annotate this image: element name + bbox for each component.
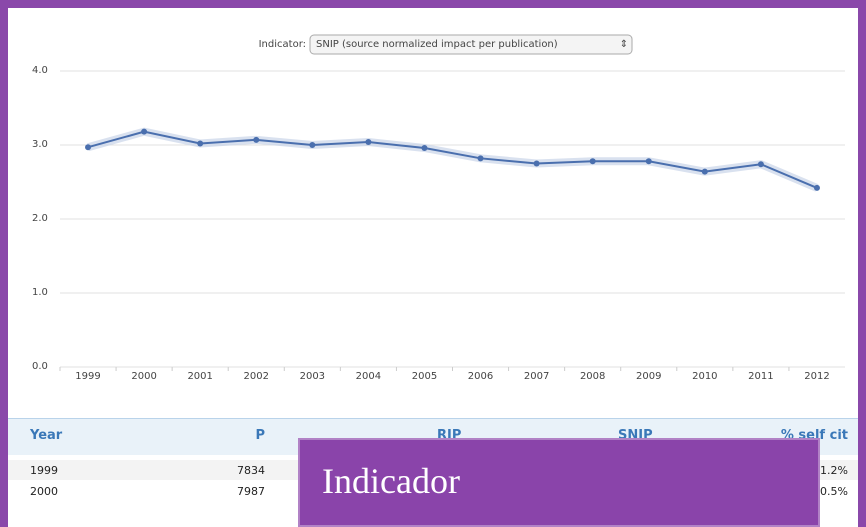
line-band: [86, 127, 819, 192]
x-tick-label: 2010: [692, 371, 717, 382]
line: [87, 130, 818, 189]
x-tick-label: 2008: [580, 371, 605, 382]
x-tick-label: 2005: [412, 371, 437, 382]
point: [757, 161, 764, 168]
y-tick-label: 4.0: [32, 65, 48, 76]
cell: 7834: [237, 464, 265, 477]
cell: 1999: [30, 464, 58, 477]
point: [701, 168, 708, 175]
cell: 0.5%: [820, 485, 848, 498]
select-arrow: ⇕: [620, 39, 628, 50]
point: [253, 136, 260, 143]
point: [85, 144, 92, 151]
point: [533, 160, 540, 167]
chart: Indicator: SNIP (source normalized impac…: [32, 34, 845, 382]
point: [365, 139, 372, 146]
x-tick-label: 2007: [524, 371, 549, 382]
x-tick-label: 2004: [356, 371, 381, 382]
point: [589, 158, 596, 165]
x-tick-label: 2001: [187, 371, 212, 382]
select-value[interactable]: SNIP (source normalized impact per publi…: [316, 39, 558, 50]
x-tick-label: 2012: [804, 371, 829, 382]
y-tick-label: 3.0: [32, 139, 48, 150]
indicator-label: Indicator:: [259, 39, 306, 50]
select-box[interactable]: [309, 34, 633, 55]
y-tick-label: 2.0: [32, 213, 48, 224]
point: [645, 158, 652, 165]
x-tick-label: 2003: [300, 371, 325, 382]
header-cell[interactable]: Year: [30, 428, 63, 443]
point: [477, 155, 484, 162]
point: [421, 144, 428, 151]
y-tick-label: 1.0: [32, 287, 48, 298]
x-tick-label: 1999: [75, 371, 100, 382]
x-tick-label: 2009: [636, 371, 661, 382]
x-tick-label: 2006: [468, 371, 493, 382]
x-tick-label: 2002: [244, 371, 269, 382]
y-tick-label: 0.0: [32, 361, 48, 372]
x-tick-label: 2011: [748, 371, 773, 382]
point: [141, 128, 148, 135]
cell: 1.2%: [820, 464, 848, 477]
point: [197, 140, 204, 147]
overlay-box: Indicador: [298, 438, 820, 527]
point: [813, 184, 820, 191]
header-cell[interactable]: P: [255, 428, 265, 443]
point: [309, 142, 316, 148]
overlay-title: Indicador: [322, 461, 460, 501]
cell: 7987: [237, 485, 265, 498]
cell: 2000: [30, 485, 58, 498]
x-tick-label: 2000: [131, 371, 156, 382]
